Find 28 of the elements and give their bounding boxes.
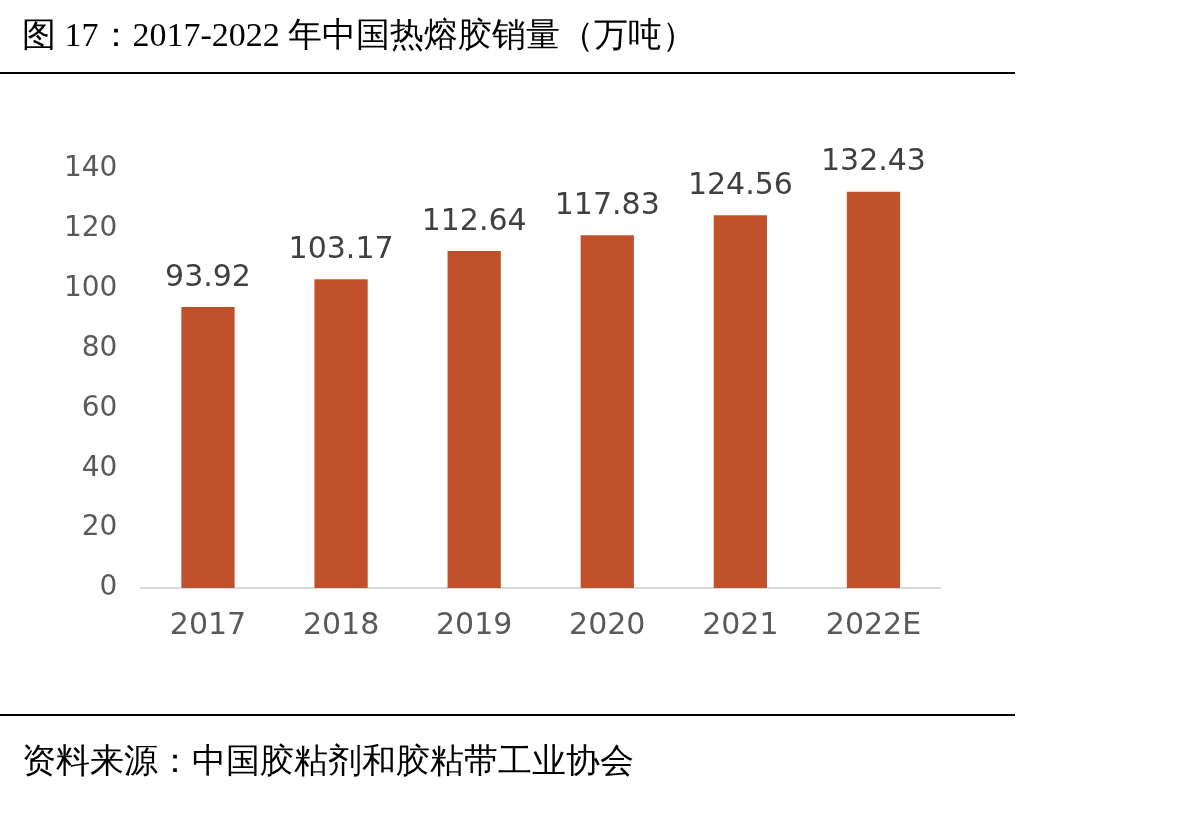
bar	[181, 306, 235, 588]
y-tick-label: 140	[63, 150, 118, 184]
y-tick-label: 40	[81, 449, 118, 483]
data-label: 103.17	[288, 230, 394, 266]
x-tick-label: 2018	[302, 605, 380, 641]
y-tick-label: 100	[63, 270, 118, 303]
x-tick-label: 2022E	[825, 605, 922, 641]
text: 资料来源：中国胶粘剂和胶粘带工业协会	[22, 739, 635, 782]
bar	[447, 250, 501, 588]
y-tick-label: 80	[81, 329, 118, 363]
data-label: 132.43	[820, 142, 926, 178]
x-tick-label: 2019	[436, 605, 513, 641]
data-label: 93.92	[165, 257, 251, 293]
bar	[580, 235, 634, 588]
y-tick-label: 0	[99, 569, 118, 603]
y-tick-label: 60	[81, 389, 118, 423]
data-label: 112.64	[421, 201, 527, 237]
x-tick-label: 2021	[702, 605, 779, 641]
y-tick-label: 120	[63, 210, 118, 244]
bar	[314, 279, 368, 588]
chart-title: 图 17：2017-2022 年中国热熔胶销量（万吨）	[0, 0, 1015, 74]
data-label: 117.83	[554, 186, 660, 222]
x-tick-label: 2020	[569, 605, 646, 641]
bar	[846, 191, 901, 588]
x-tick-label: 2017	[169, 605, 247, 641]
data-label: 124.56	[687, 166, 793, 202]
y-tick-label: 20	[81, 509, 118, 543]
bar	[713, 215, 767, 588]
